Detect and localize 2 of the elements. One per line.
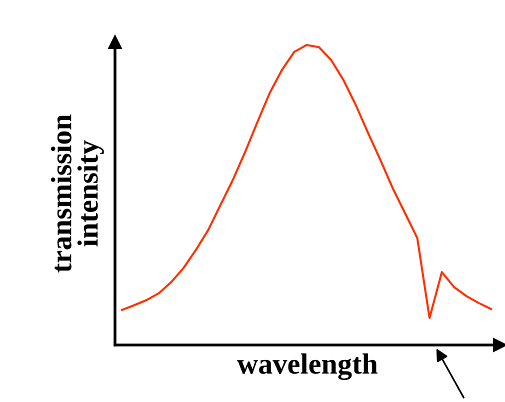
y-axis-title: transmission intensity xyxy=(50,114,104,272)
x-axis-title: wavelength xyxy=(237,353,378,380)
